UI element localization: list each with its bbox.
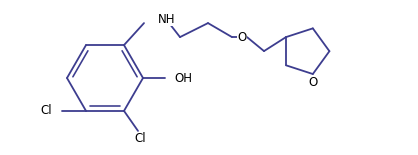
- Text: Cl: Cl: [134, 132, 146, 145]
- Text: O: O: [308, 75, 317, 89]
- Text: O: O: [237, 31, 247, 44]
- Text: NH: NH: [158, 13, 176, 26]
- Text: OH: OH: [174, 71, 192, 84]
- Text: Cl: Cl: [41, 104, 52, 117]
